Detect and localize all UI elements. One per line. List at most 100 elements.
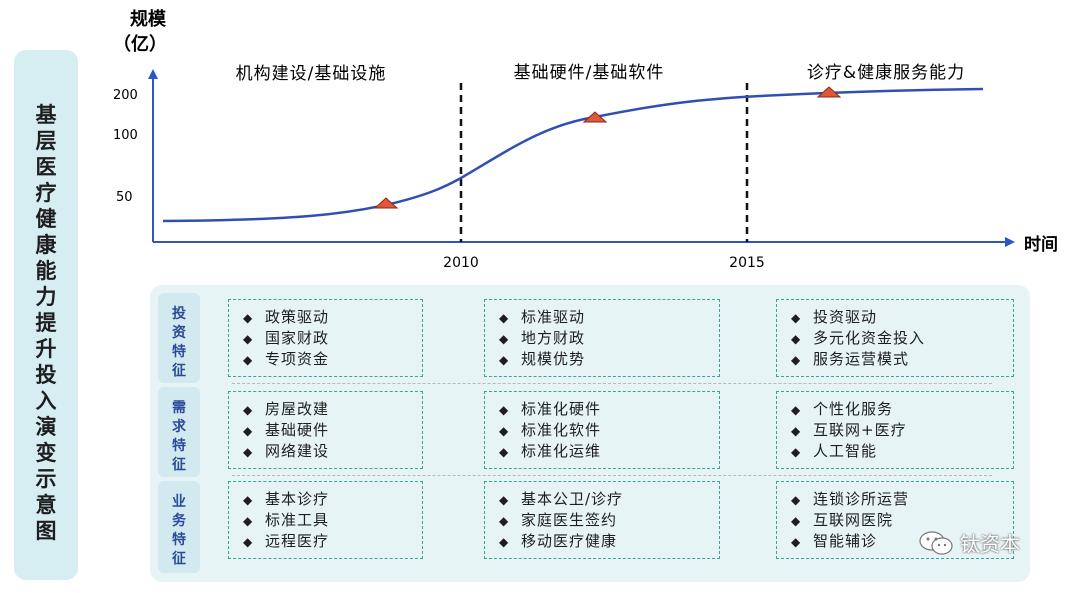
diamond-bullet-icon: ◆ (243, 493, 254, 507)
diamond-bullet-icon: ◆ (243, 445, 254, 459)
feature-item-text: 服务运营模式 (813, 350, 910, 368)
diamond-bullet-icon: ◆ (791, 353, 802, 367)
feature-item-text: 投资驱动 (813, 308, 878, 326)
category-business-features: 业务特征 (158, 481, 200, 573)
diamond-bullet-icon: ◆ (243, 332, 254, 346)
feature-item-text: 标准化运维 (521, 442, 602, 460)
side-title-char: 图 (35, 519, 57, 543)
category-char: 求 (172, 419, 186, 435)
feature-item-text: 房屋改建 (265, 400, 330, 418)
diamond-bullet-icon: ◆ (499, 445, 510, 459)
feature-item-text: 国家财政 (265, 329, 330, 347)
side-title-char: 升 (35, 337, 57, 361)
feature-item-text: 标准化软件 (521, 421, 602, 439)
category-investment-features: 投资特征 (158, 293, 200, 383)
feature-item-text: 标准化硬件 (521, 400, 602, 418)
feature-box: ◆ 连锁诊所运营 ◆ 互联网医院 ◆ 智能辅诊 (776, 481, 1014, 559)
feature-item-text: 远程医疗 (265, 532, 330, 550)
feature-item-text: 连锁诊所运营 (813, 490, 910, 508)
category-char: 征 (172, 551, 186, 567)
feature-item: ◆ 人工智能 (791, 441, 1013, 462)
feature-item: ◆ 地方财政 (499, 328, 719, 349)
feature-item: ◆ 远程医疗 (243, 531, 422, 552)
feature-item: ◆ 标准化运维 (499, 441, 719, 462)
feature-box: ◆ 投资驱动 ◆ 多元化资金投入 ◆ 服务运营模式 (776, 299, 1014, 377)
side-title-char: 投 (35, 363, 57, 387)
feature-item: ◆ 个性化服务 (791, 399, 1013, 420)
feature-item-text: 个性化服务 (813, 400, 894, 418)
feature-item-text: 移动医疗健康 (521, 532, 618, 550)
growth-chart: 规模 （亿） 200 100 50 2010 2015 时间 机构建设/基础设施… (113, 8, 1058, 271)
feature-item: ◆ 网络建设 (243, 441, 422, 462)
watermark: 钛资本 (918, 528, 1020, 557)
diamond-bullet-icon: ◆ (499, 332, 510, 346)
category-char: 务 (172, 513, 186, 529)
side-title-char: 入 (35, 389, 57, 413)
category-char: 投 (172, 306, 186, 322)
side-title-char: 变 (35, 441, 57, 465)
feature-item: ◆ 基本诊疗 (243, 489, 422, 510)
diamond-bullet-icon: ◆ (499, 514, 510, 528)
feature-item: ◆ 多元化资金投入 (791, 328, 1013, 349)
side-title-char: 健 (35, 207, 57, 231)
feature-item: ◆ 连锁诊所运营 (791, 489, 1013, 510)
feature-box: ◆ 标准化硬件 ◆ 标准化软件 ◆ 标准化运维 (484, 391, 720, 469)
feature-item-text: 基本公卫/诊疗 (521, 490, 624, 508)
side-title-char: 康 (35, 233, 57, 257)
feature-item-text: 政策驱动 (265, 308, 330, 326)
feature-item-text: 多元化资金投入 (813, 329, 926, 347)
category-demand-features: 需求特征 (158, 387, 200, 477)
diamond-bullet-icon: ◆ (791, 535, 802, 549)
feature-item-text: 互联网医院 (813, 511, 894, 529)
diamond-bullet-icon: ◆ (791, 445, 802, 459)
feature-item: ◆ 基础硬件 (243, 420, 422, 441)
diamond-bullet-icon: ◆ (791, 403, 802, 417)
feature-item: ◆ 政策驱动 (243, 307, 422, 328)
feature-box: ◆ 个性化服务 ◆ 互联网+医疗 ◆ 人工智能 (776, 391, 1014, 469)
diamond-bullet-icon: ◆ (499, 353, 510, 367)
feature-item: ◆ 家庭医生签约 (499, 510, 719, 531)
feature-item-text: 地方财政 (521, 329, 586, 347)
marker-triangle (816, 86, 842, 98)
feature-item: ◆ 智能辅诊 (791, 531, 1013, 552)
marker-triangle (373, 197, 399, 209)
feature-item-text: 互联网+医疗 (813, 421, 907, 439)
y-tick-label: 200 (113, 88, 138, 103)
feature-item-text: 规模优势 (521, 350, 586, 368)
feature-item-text: 标准工具 (265, 511, 330, 529)
feature-item: ◆ 互联网+医疗 (791, 420, 1013, 441)
x-tick-label: 2010 (443, 255, 479, 271)
phase-label: 机构建设/基础设施 (236, 64, 387, 84)
phase-label: 诊疗&健康服务能力 (807, 63, 965, 83)
side-title: 基层医疗健康能力提升投入演变示意图 (14, 50, 78, 580)
category-char: 业 (172, 494, 186, 510)
diamond-bullet-icon: ◆ (499, 493, 510, 507)
category-char: 征 (172, 457, 186, 473)
feature-item: ◆ 专项资金 (243, 349, 422, 370)
feature-item: ◆ 标准驱动 (499, 307, 719, 328)
feature-box: ◆ 房屋改建 ◆ 基础硬件 ◆ 网络建设 (228, 391, 423, 469)
category-char: 特 (172, 344, 186, 360)
diamond-bullet-icon: ◆ (791, 514, 802, 528)
diamond-bullet-icon: ◆ (499, 311, 510, 325)
feature-item-text: 家庭医生签约 (521, 511, 618, 529)
feature-box: ◆ 基本公卫/诊疗 ◆ 家庭医生签约 ◆ 移动医疗健康 (484, 481, 720, 559)
diamond-bullet-icon: ◆ (791, 424, 802, 438)
category-char: 资 (172, 325, 186, 341)
feature-item-text: 专项资金 (265, 350, 330, 368)
side-title-char: 演 (35, 415, 57, 439)
feature-box: ◆ 政策驱动 ◆ 国家财政 ◆ 专项资金 (228, 299, 423, 377)
diamond-bullet-icon: ◆ (791, 493, 802, 507)
feature-item: ◆ 规模优势 (499, 349, 719, 370)
diamond-bullet-icon: ◆ (243, 535, 254, 549)
feature-item-text: 基础硬件 (265, 421, 330, 439)
feature-item: ◆ 国家财政 (243, 328, 422, 349)
diamond-bullet-icon: ◆ (243, 403, 254, 417)
diamond-bullet-icon: ◆ (243, 353, 254, 367)
x-tick-label: 2015 (729, 255, 765, 271)
row-separator (232, 475, 992, 476)
feature-box: ◆ 标准驱动 ◆ 地方财政 ◆ 规模优势 (484, 299, 720, 377)
feature-panel: 投资特征 ◆ 政策驱动 ◆ 国家财政 ◆ 专项资金 ◆ 标准驱动 ◆ 地方财政 ◆ 规模优势 ◆ 投资驱动 ◆… (150, 285, 1030, 582)
marker-triangle (582, 111, 608, 123)
feature-item-text: 人工智能 (813, 442, 878, 460)
